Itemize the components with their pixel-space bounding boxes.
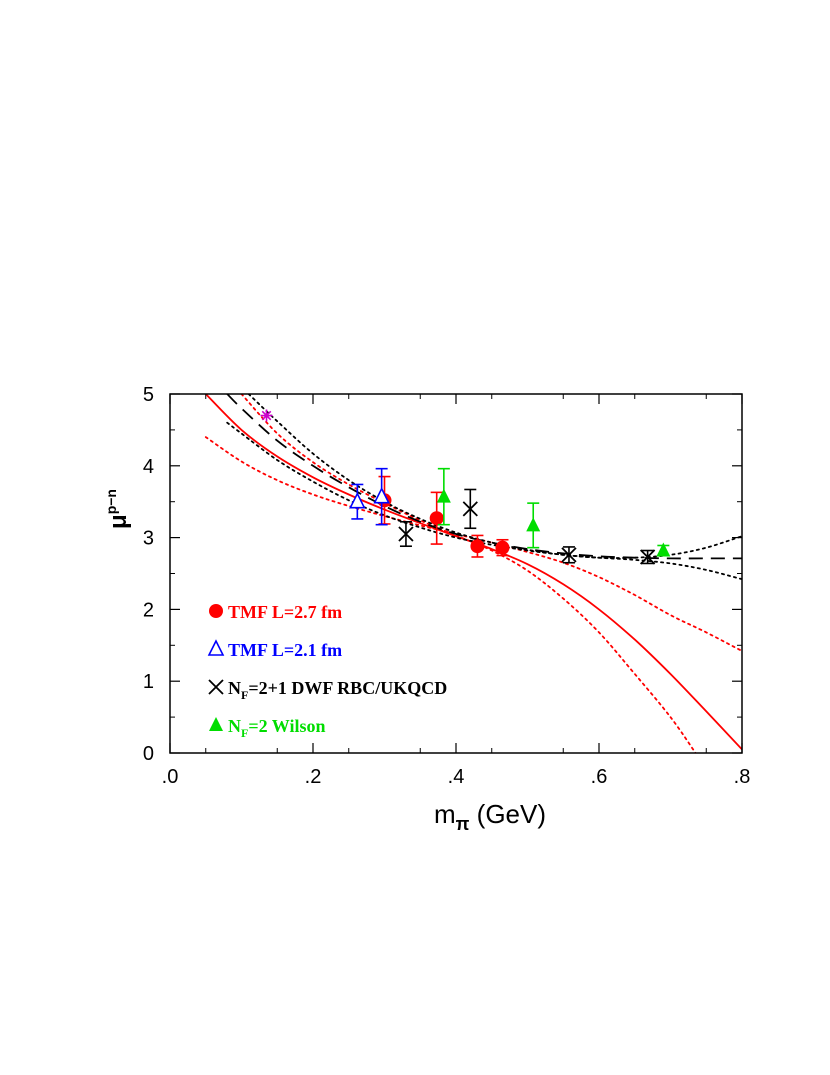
legend: TMF L=2.7 fm TMF L=2.1 fm NF=2+1 DWF RBC/U… — [207, 602, 447, 740]
fit-curve-dashed — [226, 394, 742, 560]
x-tick-label: .0 — [162, 766, 179, 788]
x-tick-label: .8 — [734, 766, 751, 788]
y-tick-label: 0 — [143, 743, 154, 765]
y-tick-label: 1 — [143, 671, 154, 693]
axis-ticks: .0 .2 .4 .6 .8 0 1 2 3 4 5 — [143, 384, 750, 788]
x-tick-label: .6 — [591, 766, 608, 788]
data-point — [462, 488, 478, 530]
y-tick-label: 3 — [143, 528, 154, 550]
marker-filled-triangle — [436, 488, 451, 503]
marker-circle — [209, 604, 223, 618]
marker-asterisk — [260, 409, 273, 422]
y-tick-label: 4 — [143, 456, 154, 478]
y-tick-label: 5 — [143, 384, 154, 406]
marker-cross — [561, 547, 577, 563]
marker-circle — [429, 511, 444, 526]
fit-curves — [204, 394, 742, 753]
legend-item: NF=2+1 DWF RBC/UKQCD — [208, 678, 447, 702]
marker-circle — [495, 540, 510, 555]
data-point — [639, 549, 656, 565]
data-points — [260, 409, 671, 565]
marker-open-triangle — [207, 639, 225, 656]
data-point — [349, 483, 366, 520]
series-open-triangle — [349, 467, 390, 526]
fit-curve-dotted — [247, 394, 742, 559]
y-tick-label: 2 — [143, 599, 154, 621]
y-axis-label: μp−n — [103, 489, 132, 529]
legend-label: TMF L=2.7 fm — [228, 602, 342, 622]
series-filled-triangle — [436, 467, 671, 557]
marker-filled-triangle — [209, 717, 223, 731]
data-point — [495, 538, 510, 557]
legend-item: TMF L=2.7 fm — [209, 602, 342, 622]
marker-cross — [398, 526, 414, 542]
marker-cross — [639, 549, 656, 565]
series-cross — [398, 488, 656, 565]
data-point — [429, 491, 444, 545]
legend-label: NF=2+1 DWF RBC/UKQCD — [228, 678, 447, 702]
legend-item: NF=2 Wilson — [209, 716, 325, 740]
legend-label: TMF L=2.1 fm — [228, 640, 342, 660]
x-tick-label: .4 — [448, 766, 465, 788]
marker-filled-triangle — [656, 542, 671, 557]
data-point — [561, 546, 577, 564]
data-point — [656, 542, 671, 557]
marker-open-triangle — [349, 491, 366, 509]
fit-curve-dotted — [240, 394, 697, 753]
marker-open-triangle — [373, 486, 390, 504]
marker-cross — [208, 679, 224, 695]
marker-filled-triangle — [526, 517, 541, 532]
legend-label: NF=2 Wilson — [228, 716, 325, 740]
legend-item: TMF L=2.1 fm — [207, 639, 342, 660]
data-point — [398, 521, 414, 548]
marker-circle — [470, 539, 485, 554]
x-tick-label: .2 — [305, 766, 322, 788]
data-point — [436, 467, 451, 526]
fit-curve-dotted — [226, 421, 742, 581]
data-point — [373, 467, 390, 526]
marker-cross — [462, 501, 478, 517]
data-point — [470, 534, 485, 558]
data-point — [526, 502, 541, 549]
x-axis-label: mπ (GeV) — [434, 799, 546, 834]
